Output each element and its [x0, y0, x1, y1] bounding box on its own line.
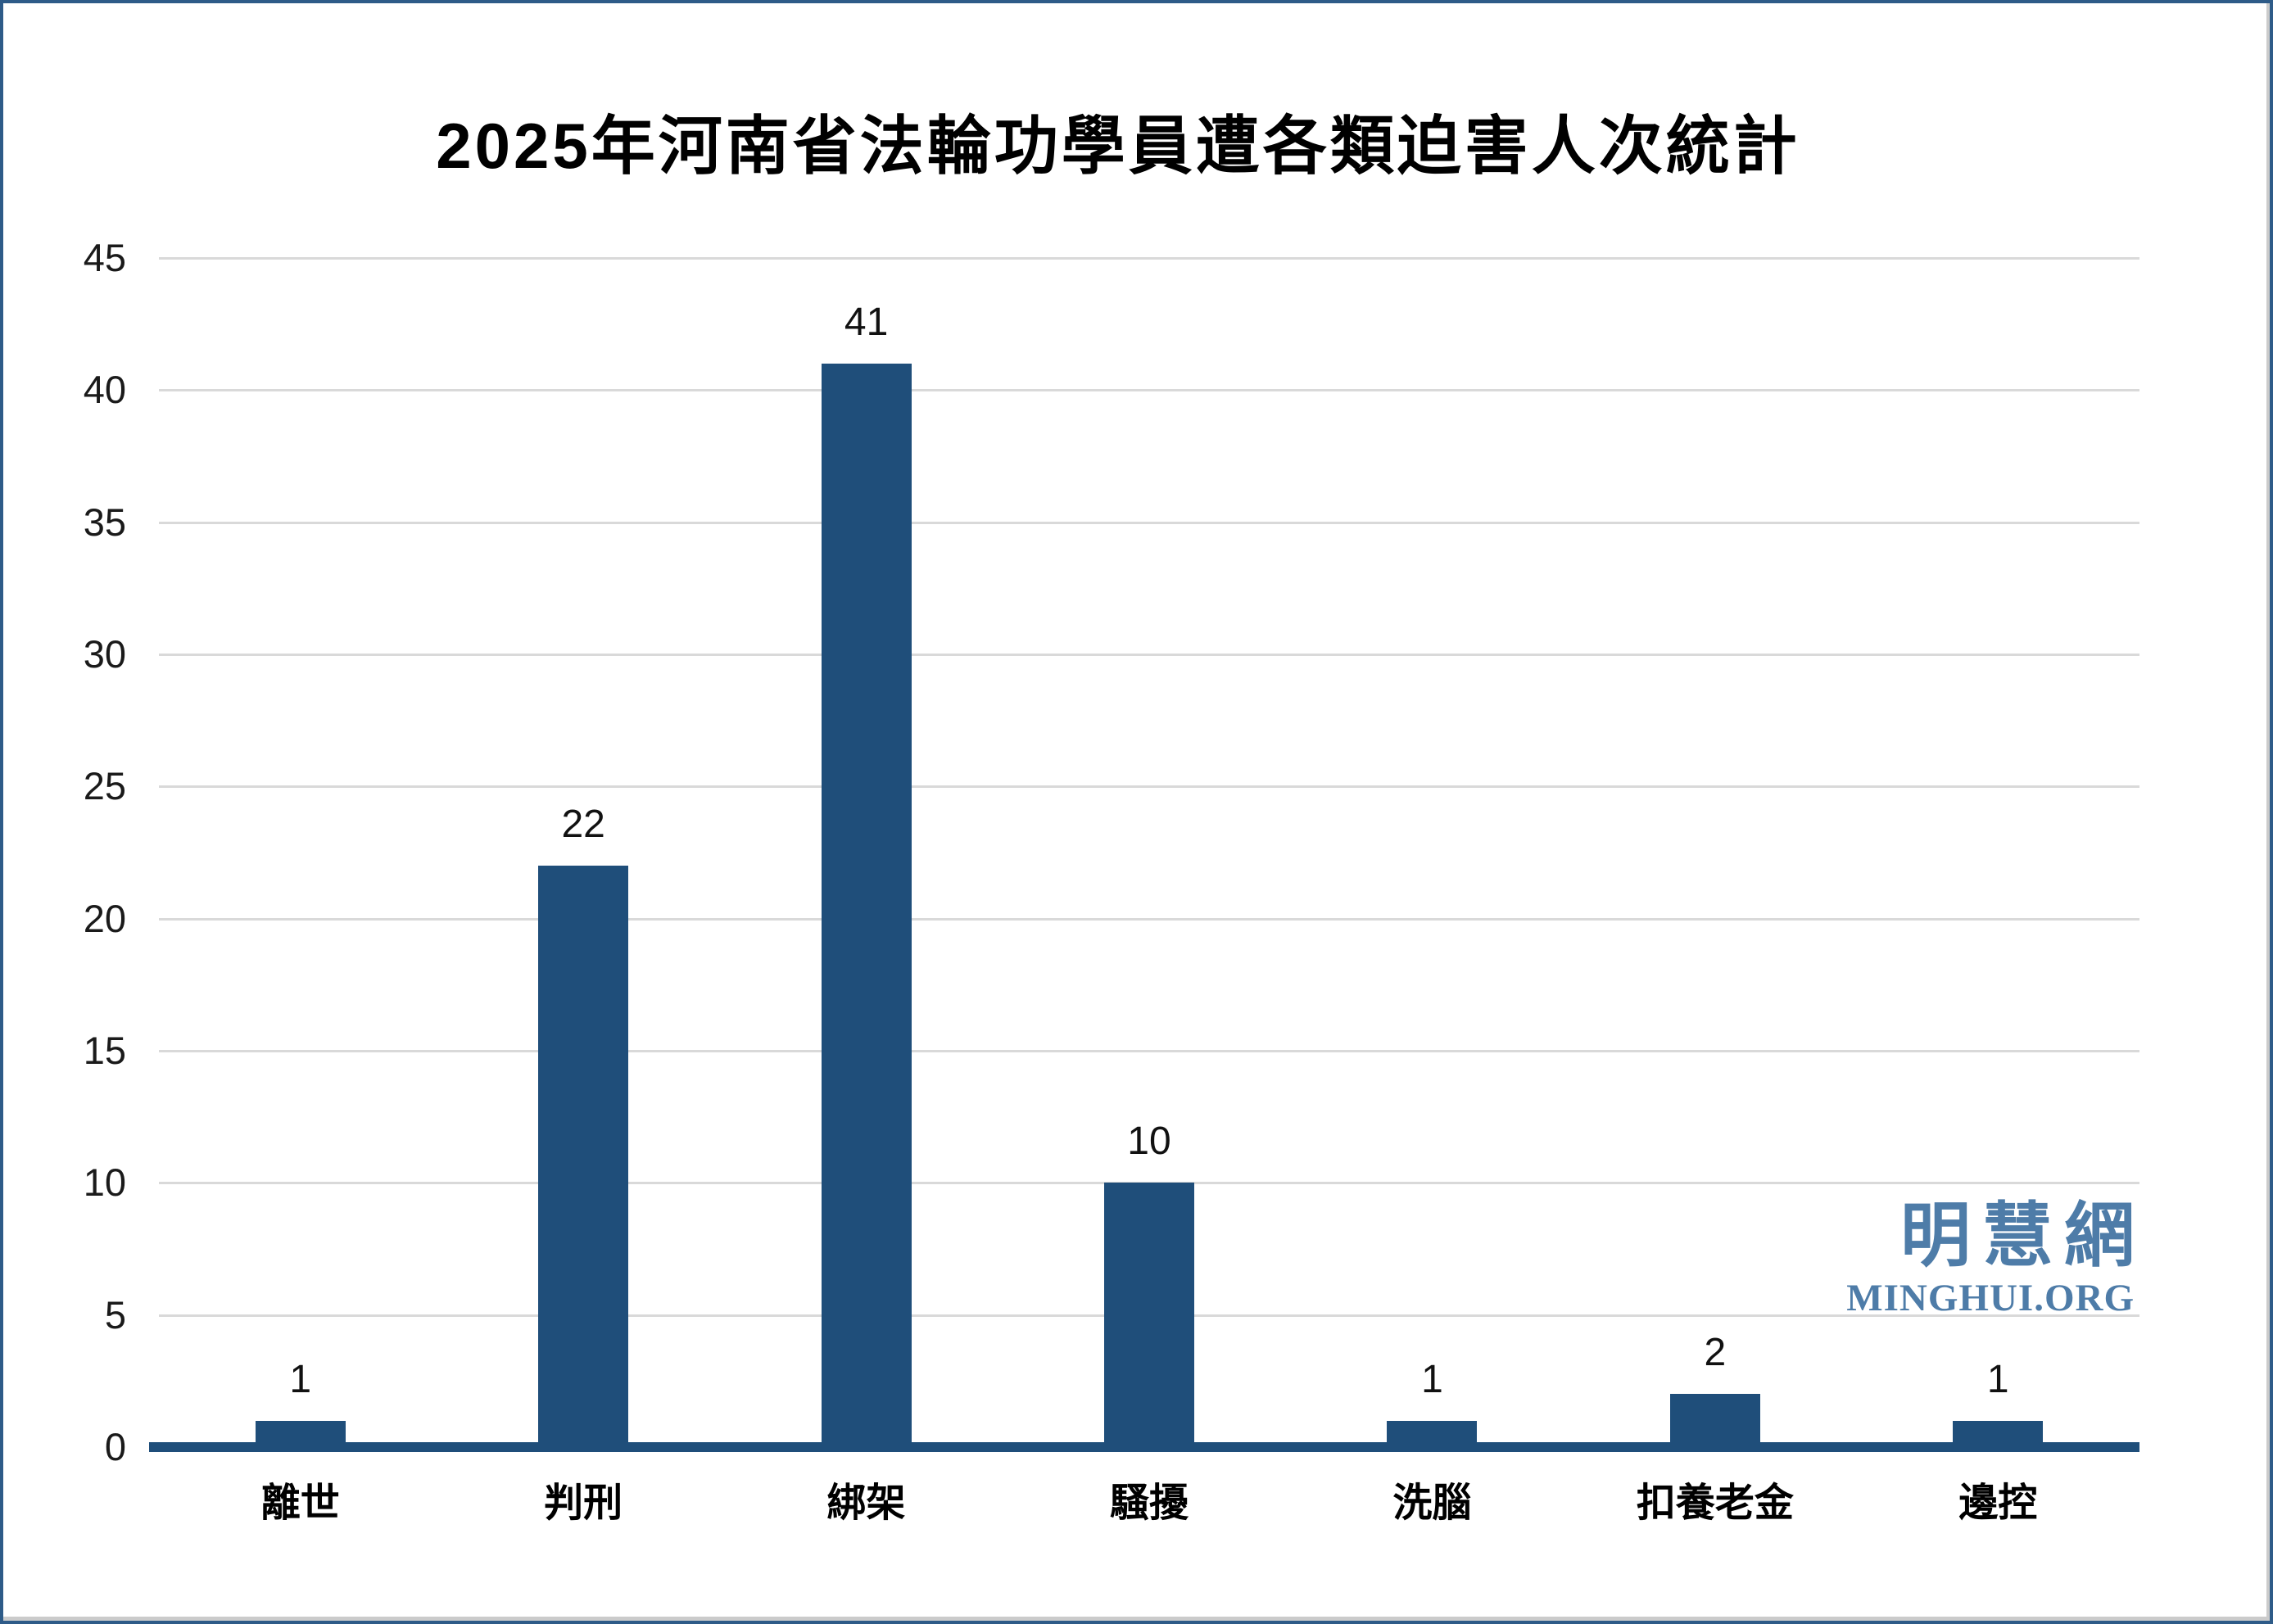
- bar-扣養老金: [1669, 1394, 1760, 1447]
- y-axis-tick-label: 10: [83, 1160, 126, 1205]
- bar-value-label: 1: [1421, 1357, 1443, 1401]
- y-axis-tick-label: 30: [83, 632, 126, 676]
- gridline-y30: [159, 654, 2139, 656]
- y-axis-tick-label: 25: [83, 764, 126, 808]
- minghui-watermark-cjk: 明慧網: [1900, 1197, 2146, 1275]
- gridline-y40: [159, 389, 2139, 392]
- x-axis-category-label: 邊控: [1958, 1482, 2038, 1525]
- gridline-y35: [159, 521, 2139, 524]
- x-axis-line: [149, 1442, 2139, 1452]
- y-axis-tick-label: 0: [104, 1425, 126, 1468]
- minghui-watermark-latin: MINGHUI.ORG: [1846, 1277, 2135, 1319]
- x-axis-category-label: 扣養老金: [1636, 1482, 1794, 1525]
- bar-value-label: 1: [289, 1357, 312, 1401]
- y-axis-tick-label: 40: [83, 368, 126, 412]
- x-axis-category-label: 離世: [260, 1482, 340, 1525]
- bar-綁架: [821, 364, 912, 1447]
- y-axis-tick-label: 35: [83, 500, 126, 544]
- x-axis-category-label: 洗腦: [1392, 1482, 1472, 1525]
- bar-value-label: 41: [844, 301, 889, 345]
- bar-騷擾: [1104, 1183, 1194, 1447]
- y-axis-tick-label: 20: [83, 896, 126, 940]
- chart-title: 2025年河南省法輪功學員遭各類迫害人次統計: [436, 110, 1800, 182]
- gridline-y25: [159, 785, 2139, 789]
- y-axis-tick-label: 15: [83, 1029, 126, 1072]
- x-axis-category-label: 綁架: [826, 1482, 906, 1525]
- y-axis-tick-label: 5: [104, 1292, 126, 1337]
- x-axis-category-label: 判刑: [544, 1482, 623, 1525]
- gridline-y45: [159, 257, 2139, 260]
- bar-判刑: [538, 866, 629, 1447]
- bar-value-label: 10: [1127, 1120, 1171, 1164]
- y-axis-tick-label: 45: [83, 236, 126, 279]
- bar-value-label: 22: [561, 803, 605, 847]
- gridline-y15: [159, 1050, 2139, 1052]
- bar-value-label: 2: [1704, 1331, 1727, 1375]
- gridline-y20: [159, 917, 2139, 921]
- minghui-watermark: 明慧網 MINGHUI.ORG: [1846, 1201, 2135, 1318]
- x-axis-category-label: 騷擾: [1109, 1482, 1189, 1525]
- bar-value-label: 1: [1986, 1357, 2009, 1401]
